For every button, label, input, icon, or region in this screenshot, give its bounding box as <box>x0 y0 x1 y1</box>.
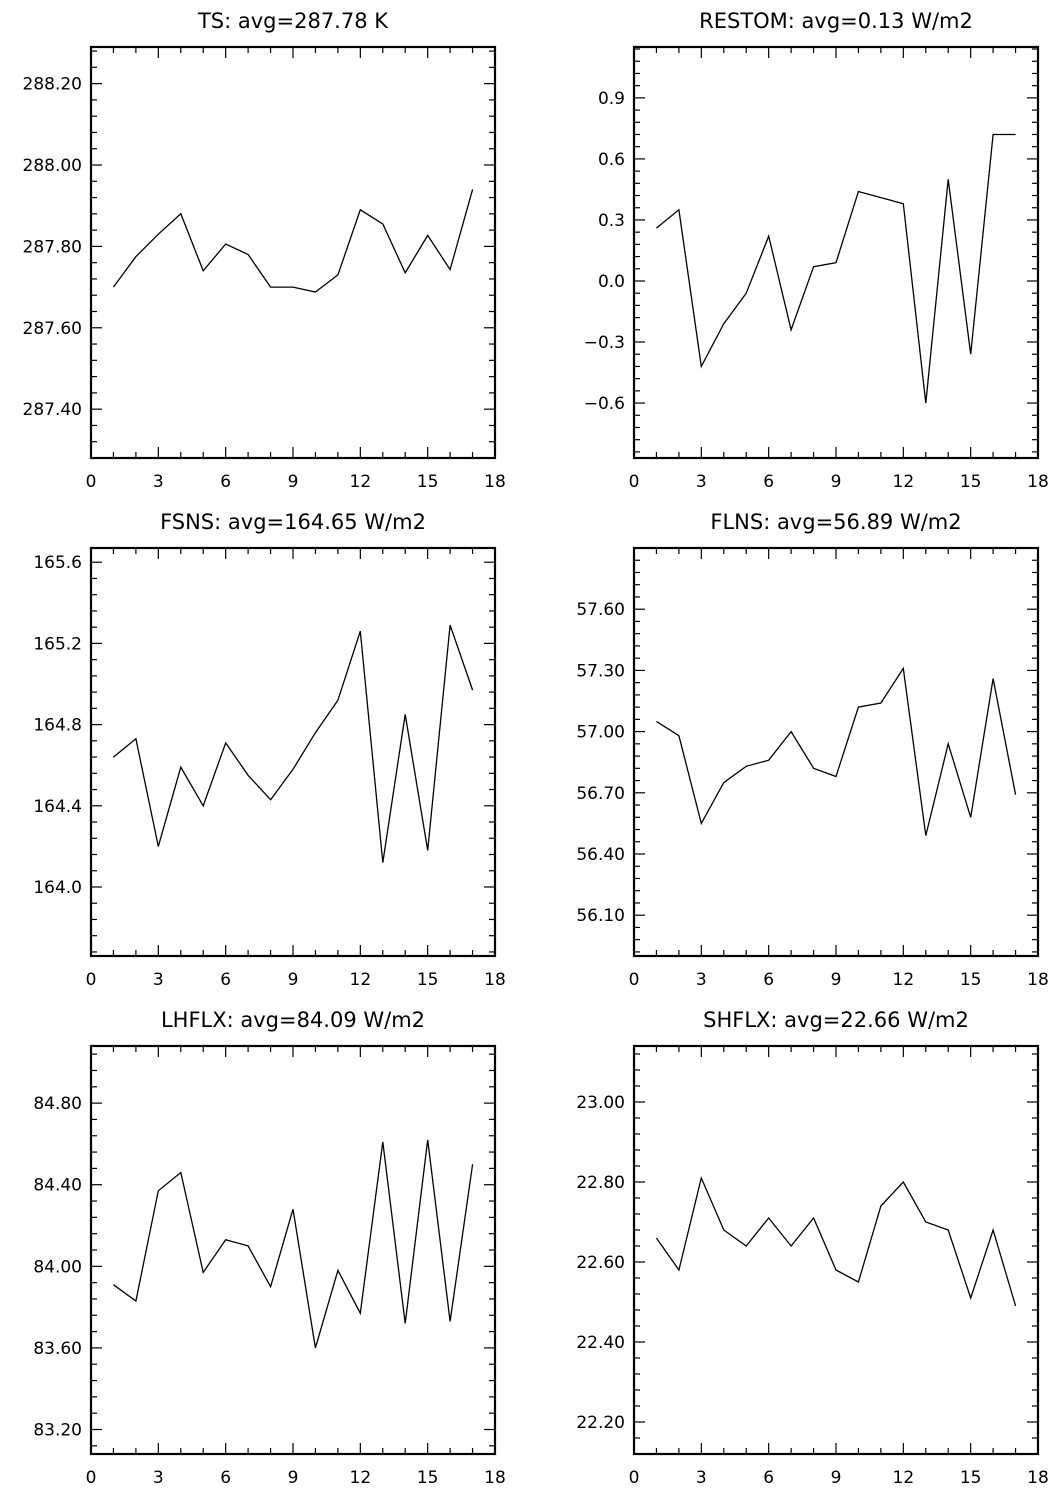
shflx-panel: SHFLX: avg=22.66 W/m2 0 3 6 9 12 15 18 22.20 22.4… <box>576 1008 1048 1488</box>
restom-plot-frame <box>632 45 1040 460</box>
shflx-xtick-label: 6 <box>763 1468 774 1488</box>
flns-ytick-label: 56.40 <box>576 845 625 865</box>
flns-title: FLNS: avg=56.89 W/m2 <box>710 510 961 534</box>
ts-xtick-label: 12 <box>350 472 372 492</box>
fsns-series-line <box>112 624 474 863</box>
shflx-series-line <box>655 1175 1017 1307</box>
lhflx-panel: LHFLX: avg=84.09 W/m2 0 3 6 9 12 15 18 83.20 83.6… <box>33 1008 505 1488</box>
flns-ytick-label: 57.60 <box>576 600 625 620</box>
flns-xtick-label: 12 <box>893 970 915 990</box>
ts-xtick-label: 6 <box>220 472 231 492</box>
ts-xtick-label: 0 <box>86 472 97 492</box>
flns-ytick-label: 56.10 <box>576 906 625 926</box>
fsns-ytick-label: 164.4 <box>33 797 82 817</box>
ts-ytick-label: 288.20 <box>23 75 82 95</box>
lhflx-xtick-label: 12 <box>350 1468 372 1488</box>
restom-xtick-label: 0 <box>629 472 640 492</box>
restom-panel: RESTOM: avg=0.13 W/m2 0 3 6 9 12 15 18 −0.6 −0.3 0… <box>584 9 1049 492</box>
fsns-xtick-label: 6 <box>220 970 231 990</box>
flns-xtick-label: 15 <box>960 970 982 990</box>
restom-ytick-label: −0.3 <box>584 333 625 353</box>
flns-ytick-label: 57.00 <box>576 723 625 743</box>
shflx-ytick-label: 22.80 <box>576 1173 625 1193</box>
shflx-xtick-label: 0 <box>629 1468 640 1488</box>
shflx-xtick-label: 12 <box>893 1468 915 1488</box>
flns-ytick-label: 56.70 <box>576 784 625 804</box>
restom-ytick-label: −0.6 <box>584 394 625 414</box>
lhflx-ytick-label: 84.00 <box>33 1257 82 1277</box>
flns-xtick-label: 6 <box>763 970 774 990</box>
shflx-plot-frame <box>632 1044 1040 1456</box>
restom-ytick-label: 0.0 <box>598 272 625 292</box>
ts-xtick-label: 18 <box>484 472 506 492</box>
lhflx-title: LHFLX: avg=84.09 W/m2 <box>161 1008 425 1032</box>
flns-panel: FLNS: avg=56.89 W/m2 0 3 6 9 12 15 18 56.10 56.40… <box>576 510 1048 990</box>
flns-xtick-label: 9 <box>831 970 842 990</box>
ts-ytick-label: 287.80 <box>23 237 82 257</box>
restom-xtick-label: 6 <box>763 472 774 492</box>
fsns-xtick-label: 12 <box>350 970 372 990</box>
lhflx-plot-frame <box>89 1044 497 1456</box>
lhflx-ytick-label: 83.20 <box>33 1421 82 1441</box>
fsns-xtick-label: 9 <box>288 970 299 990</box>
shflx-ytick-label: 22.60 <box>576 1253 625 1273</box>
lhflx-xtick-label: 9 <box>288 1468 299 1488</box>
lhflx-xtick-label: 6 <box>220 1468 231 1488</box>
flns-xtick-label: 18 <box>1027 970 1049 990</box>
restom-series-line <box>655 133 1016 404</box>
restom-ytick-label: 0.9 <box>598 89 625 109</box>
lhflx-ytick-label: 83.60 <box>33 1339 82 1359</box>
restom-ytick-label: 0.3 <box>598 211 625 231</box>
lhflx-ytick-label: 84.40 <box>33 1176 82 1196</box>
flns-plot-frame <box>632 546 1040 958</box>
fsns-xtick-label: 0 <box>86 970 97 990</box>
ts-series-line <box>112 189 474 293</box>
shflx-xtick-label: 3 <box>696 1468 707 1488</box>
fsns-xtick-label: 18 <box>484 970 506 990</box>
lhflx-xtick-label: 18 <box>484 1468 506 1488</box>
ts-xtick-label: 15 <box>417 472 439 492</box>
flns-xtick-label: 3 <box>696 970 707 990</box>
ts-ytick-label: 287.40 <box>23 400 82 420</box>
shflx-ytick-label: 22.20 <box>576 1413 625 1433</box>
lhflx-xtick-label: 3 <box>153 1468 164 1488</box>
lhflx-xtick-label: 0 <box>86 1468 97 1488</box>
flns-xtick-label: 0 <box>629 970 640 990</box>
flns-series-line <box>656 666 1017 836</box>
restom-xtick-label: 12 <box>893 472 915 492</box>
ts-ytick-label: 287.60 <box>23 319 82 339</box>
restom-title: RESTOM: avg=0.13 W/m2 <box>699 9 973 33</box>
ts-panel: TS: avg=287.78 K 0 3 6 9 12 15 18 287.40 287.60 28… <box>23 9 506 492</box>
ts-title: TS: avg=287.78 K <box>197 9 389 33</box>
ts-ytick-label: 288.00 <box>23 156 82 176</box>
fsns-ytick-label: 164.0 <box>33 878 82 898</box>
shflx-xtick-label: 15 <box>960 1468 982 1488</box>
fsns-ytick-label: 164.8 <box>33 716 82 736</box>
restom-xtick-label: 18 <box>1027 472 1049 492</box>
flns-ytick-label: 57.30 <box>576 661 625 681</box>
restom-xtick-label: 15 <box>960 472 982 492</box>
fsns-ytick-label: 165.6 <box>33 553 82 573</box>
fsns-plot-frame <box>89 546 497 958</box>
shflx-ytick-label: 23.00 <box>576 1093 625 1113</box>
ts-xtick-label: 3 <box>153 472 164 492</box>
fsns-panel: FSNS: avg=164.65 W/m2 0 3 6 9 12 15 18 164.0 164.… <box>33 510 505 990</box>
restom-xtick-label: 3 <box>696 472 707 492</box>
shflx-ytick-label: 22.40 <box>576 1333 625 1353</box>
shflx-xtick-label: 9 <box>831 1468 842 1488</box>
lhflx-xtick-label: 15 <box>417 1468 439 1488</box>
ts-xtick-label: 9 <box>288 472 299 492</box>
shflx-title: SHFLX: avg=22.66 W/m2 <box>703 1008 969 1032</box>
fsns-xtick-label: 15 <box>417 970 439 990</box>
fsns-ytick-label: 165.2 <box>33 634 82 654</box>
fsns-title: FSNS: avg=164.65 W/m2 <box>160 510 426 534</box>
lhflx-ytick-label: 84.80 <box>33 1094 82 1114</box>
fsns-xtick-label: 3 <box>153 970 164 990</box>
shflx-xtick-label: 18 <box>1027 1468 1049 1488</box>
lhflx-series-line <box>113 1139 474 1349</box>
restom-xtick-label: 9 <box>831 472 842 492</box>
ts-plot-frame <box>89 45 497 460</box>
restom-ytick-label: 0.6 <box>598 150 625 170</box>
